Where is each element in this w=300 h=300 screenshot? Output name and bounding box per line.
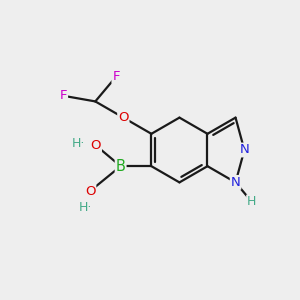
- Text: O: O: [118, 111, 129, 124]
- Text: B: B: [116, 159, 126, 174]
- Text: F: F: [112, 70, 120, 83]
- Text: F: F: [60, 89, 67, 102]
- Text: H·: H·: [71, 137, 85, 150]
- Text: N: N: [239, 143, 249, 157]
- Text: H·: H·: [79, 201, 92, 214]
- Text: N: N: [231, 176, 240, 189]
- Text: O: O: [85, 184, 95, 197]
- Text: H: H: [247, 195, 256, 208]
- Text: O: O: [91, 139, 101, 152]
